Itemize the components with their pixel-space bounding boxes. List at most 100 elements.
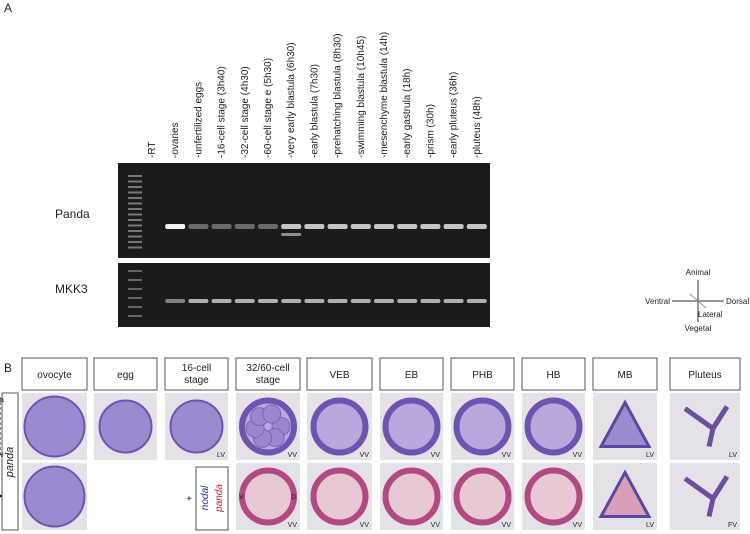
row-label: Panda bbox=[55, 207, 90, 221]
embryo bbox=[310, 397, 369, 456]
band bbox=[420, 299, 441, 303]
view-label: LV bbox=[646, 452, 654, 459]
legend-text: + bbox=[186, 494, 192, 505]
band bbox=[374, 299, 394, 303]
lane-label: -60-cell stage e (5h30) bbox=[263, 58, 274, 158]
lane-label: -ovaries bbox=[170, 122, 181, 158]
stage-label: 32/60-cell stage bbox=[246, 363, 289, 386]
lane-label: -32-cell stage (4h30) bbox=[240, 66, 251, 158]
band bbox=[327, 224, 348, 229]
lane-label: -early pluteus (36h) bbox=[449, 72, 460, 158]
side-label: V bbox=[239, 494, 244, 501]
legend-box bbox=[195, 466, 229, 531]
lane-label: -RT bbox=[147, 142, 158, 158]
embryo bbox=[239, 467, 297, 526]
band bbox=[281, 224, 302, 229]
view-label: VV bbox=[502, 522, 512, 529]
view-label: VV bbox=[288, 522, 298, 529]
gel bbox=[118, 163, 490, 258]
band bbox=[304, 299, 325, 303]
band bbox=[327, 299, 348, 303]
band bbox=[258, 224, 278, 229]
lane-label: -swimming blastula (10h45) bbox=[356, 36, 367, 158]
embryo bbox=[169, 399, 224, 454]
band bbox=[443, 224, 464, 229]
band bbox=[304, 224, 325, 229]
stage-box bbox=[164, 357, 229, 391]
ladder-band bbox=[128, 180, 142, 183]
ladder-band bbox=[128, 213, 142, 216]
band bbox=[350, 299, 371, 303]
embryo bbox=[683, 475, 730, 518]
axis-label: Vegetal bbox=[685, 324, 712, 333]
band bbox=[165, 299, 186, 303]
axis-label: v bbox=[0, 452, 4, 459]
ladder-band bbox=[128, 297, 142, 299]
embryo bbox=[23, 465, 86, 528]
view-label: VV bbox=[573, 522, 583, 529]
band bbox=[211, 224, 232, 229]
ladder-band bbox=[128, 208, 142, 210]
lane-label: -prehatching blastula (8h30) bbox=[333, 33, 344, 158]
band bbox=[420, 224, 441, 229]
stage-box bbox=[450, 357, 515, 391]
embryo bbox=[524, 397, 583, 456]
band bbox=[188, 299, 209, 303]
dot bbox=[0, 494, 2, 498]
view-label: FV bbox=[728, 522, 737, 529]
embryo bbox=[683, 405, 730, 448]
axis-label: Lateral bbox=[698, 310, 723, 319]
band bbox=[234, 299, 255, 303]
stage-label: Pluteus bbox=[688, 370, 721, 381]
ladder-band bbox=[128, 246, 142, 249]
band bbox=[374, 224, 394, 229]
band bbox=[397, 299, 418, 303]
stage-box bbox=[592, 357, 658, 391]
band bbox=[443, 299, 464, 303]
stage-label: PHB bbox=[472, 370, 493, 381]
view-label: VV bbox=[288, 452, 298, 459]
ladder-band bbox=[128, 202, 142, 205]
band bbox=[466, 299, 487, 303]
stage-label: EB bbox=[405, 370, 419, 381]
embryo bbox=[524, 467, 583, 526]
embryo bbox=[598, 399, 652, 448]
view-label: LV bbox=[217, 452, 225, 459]
band bbox=[188, 224, 209, 229]
photo bbox=[670, 463, 740, 530]
embryo bbox=[382, 467, 441, 526]
stage-label: HB bbox=[547, 370, 561, 381]
row-label-box bbox=[1, 392, 19, 531]
band bbox=[234, 224, 255, 229]
ladder-band bbox=[128, 175, 142, 177]
stage-label: egg bbox=[117, 370, 134, 381]
stage-label: VEB bbox=[329, 370, 349, 381]
panel-label: A bbox=[4, 1, 12, 15]
ladder-band bbox=[128, 191, 142, 194]
band bbox=[165, 224, 186, 229]
axis-label: a bbox=[0, 397, 4, 404]
stage-label: 16-cell stage bbox=[182, 363, 211, 386]
view-label: VV bbox=[573, 452, 583, 459]
view-label: VV bbox=[431, 522, 441, 529]
stage-box bbox=[235, 357, 301, 391]
side-label: D bbox=[291, 494, 296, 501]
ladder-band bbox=[128, 230, 142, 232]
lane-label: -16-cell stage (3h40) bbox=[217, 66, 228, 158]
band bbox=[211, 299, 232, 303]
stage-box bbox=[306, 357, 373, 391]
photo bbox=[670, 393, 740, 460]
band bbox=[466, 224, 487, 229]
stage-box bbox=[93, 357, 158, 391]
legend-text: panda bbox=[214, 484, 225, 513]
ladder-band bbox=[128, 235, 142, 238]
stage-label: ovocyte bbox=[37, 370, 72, 381]
band bbox=[281, 233, 302, 236]
row-label: panda bbox=[4, 447, 16, 479]
axis-label: Ventral bbox=[645, 297, 670, 306]
view-label: LV bbox=[646, 522, 654, 529]
row-label: MKK3 bbox=[55, 282, 88, 296]
axis-label: Animal bbox=[686, 268, 711, 277]
ladder-band bbox=[128, 270, 142, 272]
